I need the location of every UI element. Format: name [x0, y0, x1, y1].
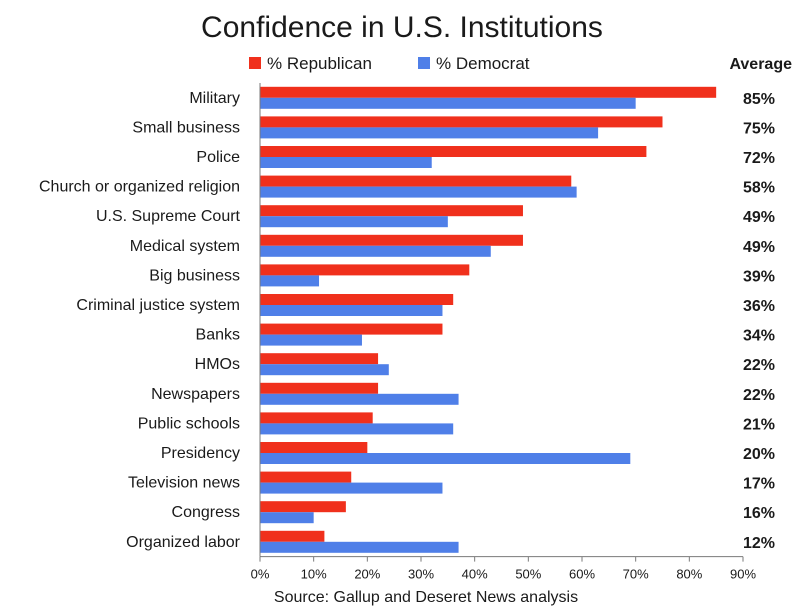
x-tick-label: 90%: [730, 567, 756, 582]
bar-republican-criminal-justice-system: [260, 294, 454, 305]
bar-democrat-presidency: [260, 453, 631, 464]
category-label-small-business: Small business: [132, 119, 240, 136]
bar-republican-television-news: [260, 471, 352, 483]
legend-label-republican: % Republican: [267, 54, 372, 73]
bar-democrat-big-business: [260, 275, 320, 287]
bar-republican-organized-labor: [260, 530, 325, 542]
category-label-medical-system: Medical system: [130, 238, 240, 255]
bar-republican-u-s-supreme-court: [260, 205, 523, 217]
bar-republican-police: [260, 146, 647, 157]
category-label-police: Police: [196, 149, 240, 166]
bar-democrat-u-s-supreme-court: [260, 216, 448, 228]
average-value-small-business: 75%: [743, 120, 775, 137]
legend: % Republican % Democrat: [249, 54, 530, 73]
bar-republican-military: [260, 86, 717, 98]
x-tick-label: 50%: [515, 567, 541, 582]
bar-democrat-military: [260, 97, 636, 109]
average-value-public-schools: 21%: [743, 416, 775, 433]
bar-democrat-hmos: [260, 364, 389, 376]
bar-republican-hmos: [260, 353, 379, 365]
bar-republican-presidency: [260, 442, 368, 453]
bar-republican-newspapers: [260, 382, 379, 394]
bar-democrat-television-news: [260, 482, 443, 494]
bar-republican-church-or-organized-religion: [260, 175, 572, 187]
bar-democrat-congress: [260, 512, 314, 524]
x-tick-label: 60%: [569, 567, 595, 582]
bar-democrat-small-business: [260, 127, 599, 139]
category-label-hmos: HMOs: [195, 356, 240, 373]
bar-democrat-public-schools: [260, 423, 454, 435]
x-tick-label: 20%: [354, 567, 380, 582]
category-label-public-schools: Public schools: [138, 415, 240, 432]
legend-swatch-democrat: [418, 57, 430, 69]
category-label-big-business: Big business: [149, 267, 240, 284]
x-tick-label: 0%: [251, 567, 270, 582]
source-note: Source: Gallup and Deseret News analysis: [274, 589, 578, 606]
average-value-newspapers: 22%: [743, 387, 775, 404]
x-tick-label: 70%: [623, 567, 649, 582]
category-label-military: Military: [189, 90, 240, 107]
average-value-military: 85%: [743, 91, 775, 108]
average-value-medical-system: 49%: [743, 239, 775, 256]
category-label-congress: Congress: [172, 504, 240, 521]
bar-republican-medical-system: [260, 234, 523, 246]
category-label-organized-labor: Organized labor: [126, 534, 241, 551]
bar-republican-public-schools: [260, 412, 373, 424]
average-value-u-s-supreme-court: 49%: [743, 209, 775, 226]
average-value-presidency: 20%: [743, 446, 775, 463]
average-value-hmos: 22%: [743, 357, 775, 374]
category-label-presidency: Presidency: [161, 445, 240, 462]
bar-democrat-church-or-organized-religion: [260, 186, 577, 198]
x-tick-label: 10%: [301, 567, 327, 582]
category-label-criminal-justice-system: Criminal justice system: [76, 297, 240, 314]
average-value-organized-labor: 12%: [743, 535, 775, 552]
bar-republican-big-business: [260, 264, 470, 276]
category-label-church-or-organized-religion: Church or organized religion: [39, 179, 240, 196]
bar-republican-banks: [260, 323, 443, 335]
average-column-header: Average: [729, 56, 792, 73]
bar-republican-congress: [260, 501, 346, 513]
bar-democrat-organized-labor: [260, 541, 459, 553]
category-label-newspapers: Newspapers: [151, 386, 240, 403]
category-label-television-news: Television news: [128, 475, 240, 492]
average-value-television-news: 17%: [743, 476, 775, 493]
x-tick-label: 40%: [462, 567, 488, 582]
category-label-u-s-supreme-court: U.S. Supreme Court: [96, 208, 241, 225]
bar-democrat-newspapers: [260, 393, 459, 405]
category-label-banks: Banks: [196, 327, 240, 344]
average-value-criminal-justice-system: 36%: [743, 298, 775, 315]
plot-area: Military 85% Small business 75% Police 72% Chu…: [39, 83, 775, 582]
bar-democrat-criminal-justice-system: [260, 305, 443, 316]
x-tick-label: 80%: [676, 567, 702, 582]
chart-title: Confidence in U.S. Institutions: [201, 11, 603, 44]
average-value-big-business: 39%: [743, 268, 775, 285]
average-value-congress: 16%: [743, 505, 775, 522]
bar-democrat-banks: [260, 334, 362, 346]
bar-democrat-police: [260, 157, 432, 168]
x-tick-label: 30%: [408, 567, 434, 582]
legend-swatch-republican: [249, 57, 261, 69]
bar-democrat-medical-system: [260, 245, 491, 257]
average-value-police: 72%: [743, 150, 775, 167]
average-value-church-or-organized-religion: 58%: [743, 180, 775, 197]
average-value-banks: 34%: [743, 328, 775, 345]
bar-republican-small-business: [260, 116, 663, 128]
legend-label-democrat: % Democrat: [436, 54, 530, 73]
